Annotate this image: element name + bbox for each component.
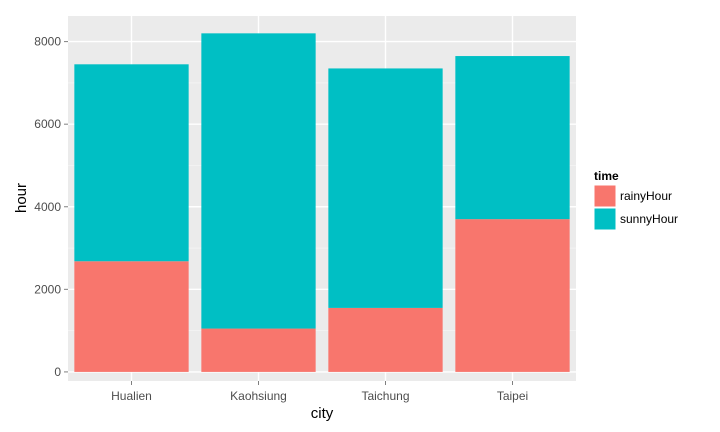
y-axis-title: hour bbox=[13, 183, 30, 213]
x-tick-label: Hualien bbox=[111, 389, 152, 403]
bar-kaohsiung-sunnyhour bbox=[201, 33, 316, 329]
bar-taipei-sunnyhour bbox=[455, 56, 570, 220]
bar-kaohsiung-rainyhour bbox=[201, 328, 316, 372]
bar-hualien-sunnyhour bbox=[74, 64, 189, 262]
x-tick-label: Kaohsiung bbox=[230, 389, 287, 403]
y-tick-label: 4000 bbox=[34, 200, 61, 214]
bar-taichung-sunnyhour bbox=[328, 68, 443, 308]
bar-taipei-rainyhour bbox=[455, 219, 570, 372]
legend-label-rainyhour: rainyHour bbox=[620, 189, 672, 203]
bar-hualien-rainyhour bbox=[74, 261, 189, 372]
legend-key-rainyhour bbox=[593, 184, 617, 208]
bar-taichung-rainyhour bbox=[328, 307, 443, 372]
legend: time rainyHour sunnyHour bbox=[593, 169, 678, 231]
bars bbox=[74, 33, 570, 372]
legend-key-sunnyhour bbox=[593, 207, 617, 231]
legend-title: time bbox=[594, 169, 619, 183]
y-tick-label: 2000 bbox=[34, 282, 61, 296]
y-axis-ticks: 0 2000 4000 6000 8000 bbox=[34, 35, 68, 379]
legend-label-sunnyhour: sunnyHour bbox=[620, 212, 678, 226]
x-tick-label: Taipei bbox=[497, 389, 528, 403]
y-tick-label: 6000 bbox=[34, 117, 61, 131]
x-axis-title: city bbox=[311, 405, 334, 422]
y-tick-label: 8000 bbox=[34, 35, 61, 49]
x-axis-ticks: Hualien Kaohsiung Taichung Taipei bbox=[111, 381, 528, 403]
y-tick-label: 0 bbox=[54, 365, 61, 379]
x-tick-label: Taichung bbox=[361, 389, 409, 403]
